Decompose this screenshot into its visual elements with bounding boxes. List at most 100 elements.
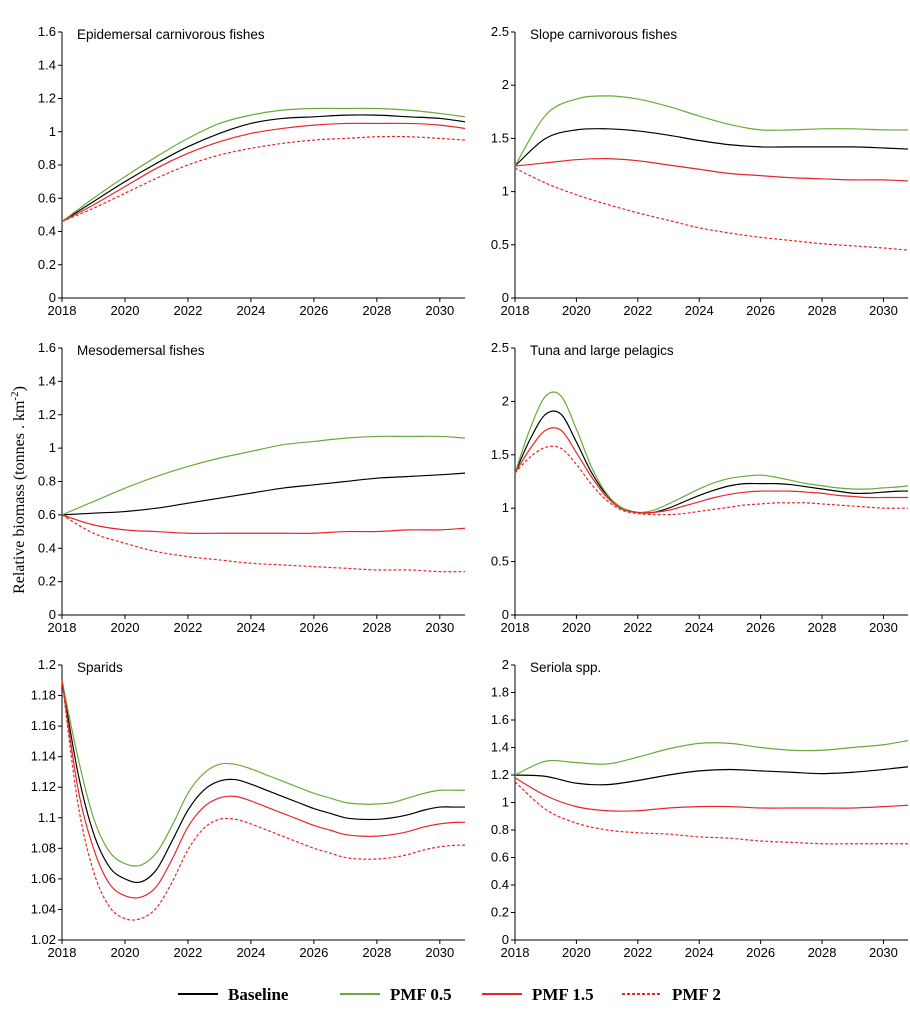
series-line — [515, 392, 908, 513]
y-tick-label: 0.8 — [38, 474, 56, 489]
x-tick-label: 2030 — [425, 303, 454, 318]
y-tick-label: 1.04 — [31, 901, 56, 916]
panel-title: Epidemersal carnivorous fishes — [77, 27, 265, 42]
y-tick-label: 0.4 — [38, 224, 56, 239]
y-tick-label: 2.5 — [491, 24, 509, 39]
y-tick-label: 2.5 — [491, 340, 509, 355]
x-tick-label: 2022 — [623, 620, 652, 635]
x-tick-label: 2028 — [362, 620, 391, 635]
y-tick-label: 2 — [502, 77, 509, 92]
x-tick-label: 2030 — [425, 620, 454, 635]
y-tick-label: 1.5 — [491, 447, 509, 462]
x-tick-label: 2024 — [236, 303, 265, 318]
x-tick-label: 2026 — [746, 303, 775, 318]
y-tick-label: 1.8 — [491, 685, 509, 700]
x-tick-label: 2022 — [173, 620, 202, 635]
x-tick-label: 2028 — [362, 945, 391, 960]
panel-title: Slope carnivorous fishes — [530, 27, 677, 42]
panel-title: Mesodemersal fishes — [77, 343, 205, 358]
x-tick-label: 2018 — [501, 945, 530, 960]
x-tick-label: 2030 — [869, 945, 898, 960]
series-line — [62, 680, 465, 866]
x-tick-label: 2026 — [746, 620, 775, 635]
series-line — [515, 168, 908, 250]
y-tick-label: 1.14 — [31, 749, 56, 764]
panel-title: Sparids — [77, 660, 123, 675]
x-tick-label: 2028 — [808, 620, 837, 635]
x-tick-label: 2022 — [173, 303, 202, 318]
y-tick-label: 2 — [502, 657, 509, 672]
series-line — [62, 137, 465, 222]
y-tick-label: 1.06 — [31, 871, 56, 886]
series-line — [515, 428, 908, 513]
legend-label: PMF 1.5 — [532, 985, 594, 1004]
y-tick-label: 1.16 — [31, 718, 56, 733]
x-tick-label: 2024 — [236, 945, 265, 960]
x-tick-label: 2024 — [685, 303, 714, 318]
y-tick-label: 1 — [49, 440, 56, 455]
panel-title: Tuna and large pelagics — [530, 343, 674, 358]
legend-label: PMF 2 — [672, 985, 721, 1004]
series-line — [62, 680, 465, 920]
y-tick-label: 0.4 — [491, 877, 509, 892]
x-tick-label: 2026 — [746, 945, 775, 960]
y-tick-label: 0.8 — [38, 157, 56, 172]
x-tick-label: 2024 — [236, 620, 265, 635]
y-tick-label: 1.2 — [38, 91, 56, 106]
y-tick-label: 1 — [502, 795, 509, 810]
x-tick-label: 2024 — [685, 620, 714, 635]
y-tick-label: 1.6 — [38, 340, 56, 355]
y-tick-label: 1 — [502, 500, 509, 515]
y-tick-label: 1.2 — [491, 767, 509, 782]
y-tick-label: 0.2 — [38, 257, 56, 272]
series-line — [62, 473, 465, 515]
legend-label: PMF 0.5 — [390, 985, 452, 1004]
x-tick-label: 2018 — [48, 620, 77, 635]
x-tick-label: 2028 — [808, 945, 837, 960]
y-tick-label: 1.5 — [491, 130, 509, 145]
y-tick-label: 1.18 — [31, 688, 56, 703]
x-tick-label: 2020 — [111, 620, 140, 635]
series-line — [515, 446, 908, 514]
x-tick-label: 2022 — [623, 303, 652, 318]
x-tick-label: 2028 — [362, 303, 391, 318]
legend-label: Baseline — [228, 985, 289, 1004]
y-tick-label: 1.12 — [31, 779, 56, 794]
x-tick-label: 2028 — [808, 303, 837, 318]
y-tick-label: 1.6 — [491, 712, 509, 727]
series-line — [515, 96, 908, 166]
x-tick-label: 2020 — [562, 945, 591, 960]
y-tick-label: 0.5 — [491, 237, 509, 252]
y-tick-label: 0.8 — [491, 822, 509, 837]
y-tick-label: 0.2 — [38, 574, 56, 589]
y-tick-label: 1 — [49, 124, 56, 139]
y-tick-label: 1.2 — [38, 657, 56, 672]
x-tick-label: 2026 — [299, 303, 328, 318]
x-tick-label: 2018 — [501, 620, 530, 635]
y-tick-label: 0.2 — [491, 905, 509, 920]
x-tick-label: 2020 — [111, 303, 140, 318]
x-tick-label: 2030 — [425, 945, 454, 960]
x-tick-label: 2030 — [869, 303, 898, 318]
series-line — [515, 159, 908, 181]
x-tick-label: 2020 — [111, 945, 140, 960]
panel: 1.021.041.061.081.11.121.141.161.181.220… — [31, 657, 465, 960]
y-tick-label: 1.4 — [38, 57, 56, 72]
y-tick-label: 1.1 — [38, 810, 56, 825]
series-line — [515, 767, 908, 785]
x-tick-label: 2026 — [299, 620, 328, 635]
y-label-text: Relative biomass (tonnes . km — [11, 400, 28, 594]
x-tick-label: 2020 — [562, 303, 591, 318]
series-line — [515, 782, 908, 844]
panel: 00.511.522.52018202020222024202620282030… — [491, 24, 908, 318]
series-line — [62, 123, 465, 221]
x-tick-label: 2020 — [562, 620, 591, 635]
x-tick-label: 2030 — [869, 620, 898, 635]
y-tick-label: 0.4 — [38, 540, 56, 555]
series-line — [62, 680, 465, 882]
series-line — [62, 436, 465, 515]
y-tick-label: 1.2 — [38, 407, 56, 422]
